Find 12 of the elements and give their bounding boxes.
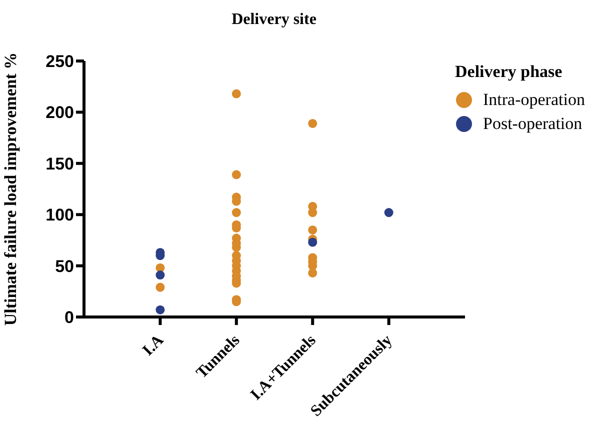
y-tick-label: 50 <box>55 256 74 276</box>
x-tick-label: I.A <box>140 331 168 360</box>
y-tick-label: 100 <box>46 206 74 225</box>
chart-title: Delivery site <box>232 11 316 28</box>
y-tick-label: 150 <box>46 154 74 174</box>
legend-label: Post-operation <box>483 114 582 134</box>
y-tick-label: 200 <box>46 103 74 122</box>
y-axis-title: Ultimate failure load improvement % <box>1 52 20 326</box>
y-tick-label: 0 <box>64 308 74 328</box>
y-tick-label: 250 <box>46 52 74 72</box>
legend-label: Intra-operation <box>483 90 585 110</box>
legend-title: Delivery phase <box>455 62 564 82</box>
